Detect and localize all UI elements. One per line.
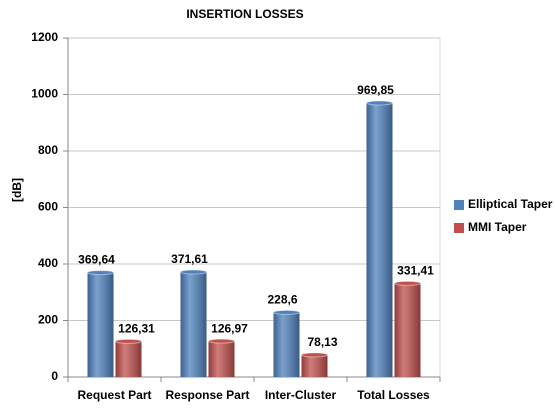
legend-swatch	[454, 200, 464, 210]
y-tick-label: 1200	[31, 30, 58, 44]
value-label: 969,85	[357, 83, 394, 97]
legend-label: MMI Taper	[468, 220, 527, 234]
value-label: 78,13	[307, 335, 337, 349]
legend-label: Elliptical Taper	[468, 197, 553, 211]
bar-shade	[208, 341, 235, 377]
y-tick-label: 400	[38, 256, 58, 270]
bar-top	[115, 338, 142, 344]
y-tick-label: 200	[38, 313, 58, 327]
bar-top	[301, 352, 328, 358]
bar-shade	[273, 312, 300, 377]
bar-shade	[366, 103, 393, 378]
chart-title: INSERTION LOSSES	[186, 7, 303, 21]
bar-shade	[87, 272, 114, 377]
x-tick-label: Response Part	[165, 388, 249, 402]
y-tick-label: 1000	[31, 87, 58, 101]
value-label: 126,31	[118, 321, 155, 335]
bar-top	[394, 280, 421, 286]
bar-shade	[115, 341, 142, 377]
value-label: 331,41	[397, 264, 434, 278]
x-tick-label: Request Part	[77, 388, 151, 402]
legend-swatch	[454, 223, 464, 233]
bar-top	[366, 100, 393, 106]
bar-shade	[301, 354, 328, 377]
value-label: 126,97	[211, 321, 248, 335]
x-tick-label: Total Losses	[357, 388, 430, 402]
y-axis-label: [dB]	[10, 178, 24, 202]
bar-top	[87, 270, 114, 276]
y-tick-label: 0	[51, 369, 58, 383]
bar-top	[180, 269, 207, 275]
bar-top	[273, 309, 300, 315]
value-label: 228,6	[267, 293, 297, 307]
x-tick-label: Inter-Cluster	[265, 388, 337, 402]
value-label: 369,64	[78, 253, 115, 267]
bar-top	[208, 338, 235, 344]
value-label: 371,61	[171, 252, 208, 266]
bar-shade	[180, 272, 207, 377]
y-tick-label: 800	[38, 143, 58, 157]
bar-shade	[394, 283, 421, 377]
y-tick-label: 600	[38, 200, 58, 214]
